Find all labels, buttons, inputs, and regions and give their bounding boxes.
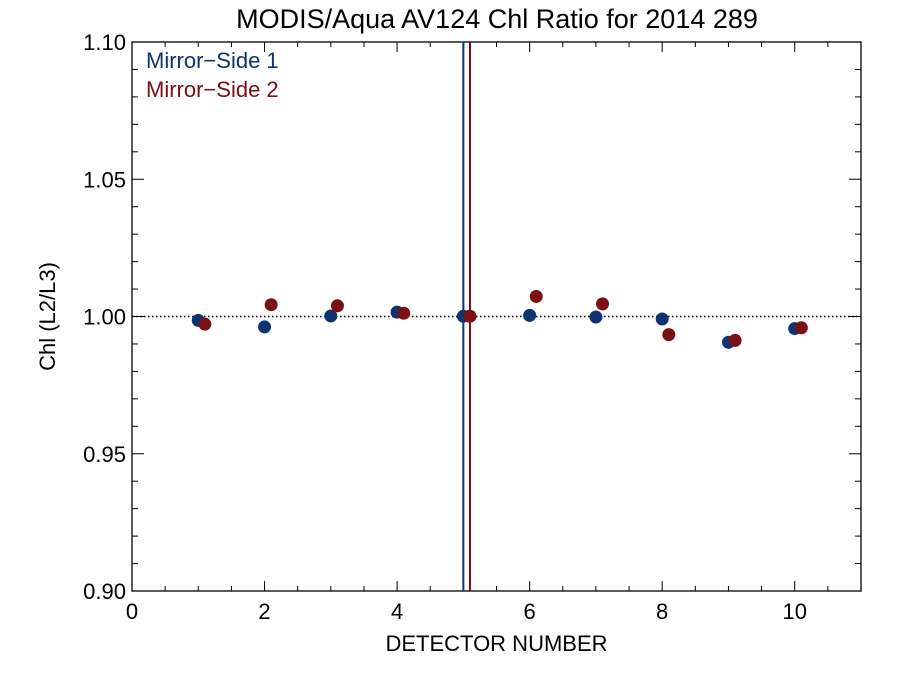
series-1-point [655,312,669,326]
x-tick-label: 4 [391,599,403,624]
series-2-point [728,333,742,347]
series-2-point [198,317,212,331]
x-tick-label: 10 [782,599,806,624]
y-tick-label: 1.00 [83,305,126,330]
series-2-point [397,306,411,320]
x-tick-label: 2 [258,599,270,624]
series-2-point [529,289,543,303]
series-2-point [463,309,477,323]
x-tick-label: 6 [524,599,536,624]
legend-entry-mirror-side-1: Mirror−Side 1 [146,48,279,73]
x-axis-label: DETECTOR NUMBER [385,631,607,656]
data-points [191,289,808,349]
chart-title: MODIS/Aqua AV124 Chl Ratio for 2014 289 [236,4,758,34]
y-tick-label: 1.05 [83,167,126,192]
series-2-point [794,321,808,335]
series-2-point [330,299,344,313]
series-1-point [523,308,537,322]
x-tick-label: 0 [126,599,138,624]
series-1-point [589,310,603,324]
reference-lines [132,42,861,591]
y-axis-label: Chl (L2/L3) [35,262,60,371]
series-1-point [258,320,272,334]
y-tick-label: 1.10 [83,30,126,55]
y-tick-label: 0.90 [83,579,126,604]
legend-entry-mirror-side-2: Mirror−Side 2 [146,77,279,102]
y-tick-label: 0.95 [83,442,126,467]
series-2-point [264,298,278,312]
series-2-point [596,297,610,311]
series-2-point [662,328,676,342]
x-tick-label: 8 [656,599,668,624]
series-1-point [324,309,338,323]
